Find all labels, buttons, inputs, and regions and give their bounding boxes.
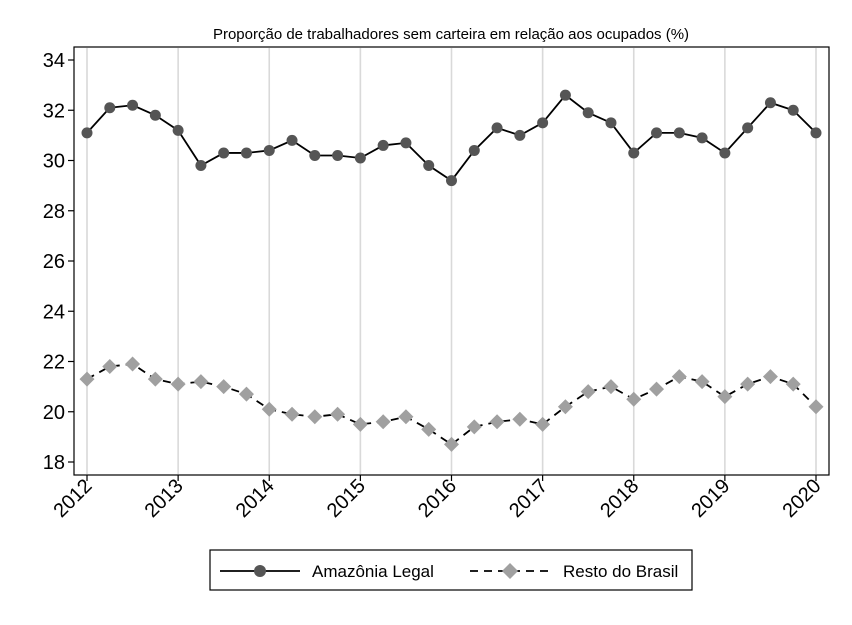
data-point-s1-9 <box>286 134 298 146</box>
data-point-s1-8 <box>263 144 275 156</box>
data-point-s2-0 <box>79 371 95 387</box>
y-tick-label-18: 18 <box>43 452 65 474</box>
data-point-s1-32 <box>810 127 822 139</box>
grid-lines <box>86 48 817 474</box>
data-point-s1-0 <box>81 127 93 139</box>
data-point-s2-2 <box>125 356 141 372</box>
data-point-s1-30 <box>764 97 776 109</box>
y-tick-label-34: 34 <box>43 50 65 72</box>
x-tick-label-2015: 2015 <box>323 475 370 522</box>
data-point-s2-32 <box>808 399 824 415</box>
x-tick-label-2019: 2019 <box>687 475 734 522</box>
data-point-s1-29 <box>742 122 754 134</box>
data-point-s1-19 <box>514 129 526 141</box>
data-point-s1-14 <box>400 137 412 149</box>
legend-marker-1 <box>254 565 266 577</box>
data-point-s1-22 <box>582 107 594 119</box>
data-point-s2-17 <box>466 419 482 435</box>
data-point-s2-27 <box>694 374 710 390</box>
data-point-s1-27 <box>696 132 708 144</box>
x-tick-label-2014: 2014 <box>232 475 279 522</box>
data-point-s2-29 <box>740 376 756 392</box>
y-tick-label-20: 20 <box>43 402 65 424</box>
data-point-s2-19 <box>512 411 528 427</box>
data-point-s1-20 <box>537 117 549 129</box>
data-point-s2-22 <box>580 384 596 400</box>
data-point-s1-1 <box>104 102 116 114</box>
y-tick-label-28: 28 <box>43 201 65 223</box>
data-point-s1-2 <box>127 99 139 111</box>
series-layer <box>79 89 824 452</box>
legend-marker-2 <box>502 563 518 579</box>
data-point-s2-16 <box>444 436 459 452</box>
legend-box <box>209 549 693 591</box>
data-point-s2-3 <box>147 371 163 387</box>
data-point-s2-18 <box>489 414 505 430</box>
x-tick-label-2018: 2018 <box>596 475 643 522</box>
data-point-s1-24 <box>628 147 640 159</box>
x-tick-label-2020: 2020 <box>779 475 826 522</box>
data-point-s2-6 <box>216 379 232 395</box>
data-point-s1-23 <box>605 117 617 129</box>
data-point-s2-23 <box>603 379 619 395</box>
data-point-s2-13 <box>375 414 391 430</box>
data-point-s1-13 <box>377 139 389 151</box>
data-point-s2-1 <box>102 359 118 375</box>
data-point-s1-25 <box>651 127 663 139</box>
legend-label-2: Resto do Brasil <box>563 562 678 581</box>
y-tick-label-26: 26 <box>43 251 65 273</box>
data-point-s2-15 <box>421 421 437 437</box>
data-point-s1-12 <box>354 152 366 164</box>
data-point-s1-4 <box>172 124 184 136</box>
data-point-s1-10 <box>309 149 321 161</box>
data-point-s2-14 <box>398 409 414 425</box>
data-point-s2-7 <box>238 386 254 402</box>
x-tick-label-2016: 2016 <box>414 475 461 522</box>
x-tick-label-2012: 2012 <box>50 475 97 522</box>
legend-label-1: Amazônia Legal <box>312 562 434 581</box>
data-point-s1-18 <box>491 122 503 134</box>
data-point-s2-4 <box>170 376 186 392</box>
x-tick-label-2013: 2013 <box>141 475 188 522</box>
data-point-s2-9 <box>284 406 300 422</box>
data-point-s1-17 <box>468 144 480 156</box>
x-tick-label-2017: 2017 <box>505 475 552 522</box>
data-point-s1-11 <box>332 149 344 161</box>
data-point-s1-16 <box>446 175 457 187</box>
data-point-s1-26 <box>673 127 685 139</box>
data-point-s2-26 <box>671 369 687 385</box>
data-point-s1-28 <box>719 147 731 159</box>
data-point-s2-28 <box>717 389 733 405</box>
data-point-s2-10 <box>307 409 323 425</box>
data-point-s1-3 <box>149 109 161 121</box>
legend: Amazônia Legal Resto do Brasil <box>209 549 693 591</box>
y-tick-label-30: 30 <box>43 151 65 173</box>
y-tick-label-32: 32 <box>43 100 65 122</box>
chart-title: Proporção de trabalhadores sem carteira … <box>213 26 689 43</box>
series-line-2 <box>86 363 817 446</box>
data-point-s1-15 <box>423 160 435 172</box>
data-point-s2-30 <box>762 369 778 385</box>
data-point-s2-21 <box>557 399 573 415</box>
y-tick-label-24: 24 <box>43 301 65 323</box>
data-point-s2-31 <box>785 376 801 392</box>
data-point-s2-25 <box>649 381 665 397</box>
data-point-s2-8 <box>261 401 277 417</box>
y-tick-label-22: 22 <box>43 352 65 374</box>
data-point-s2-11 <box>330 406 346 422</box>
data-point-s2-5 <box>193 374 209 390</box>
data-point-s1-6 <box>218 147 230 159</box>
data-point-s2-20 <box>535 416 551 432</box>
data-point-s1-5 <box>195 160 207 172</box>
data-point-s1-7 <box>240 147 252 159</box>
data-point-s2-24 <box>626 391 642 407</box>
data-point-s2-12 <box>352 416 368 432</box>
data-point-s1-21 <box>559 89 571 101</box>
data-point-s1-31 <box>787 104 799 116</box>
